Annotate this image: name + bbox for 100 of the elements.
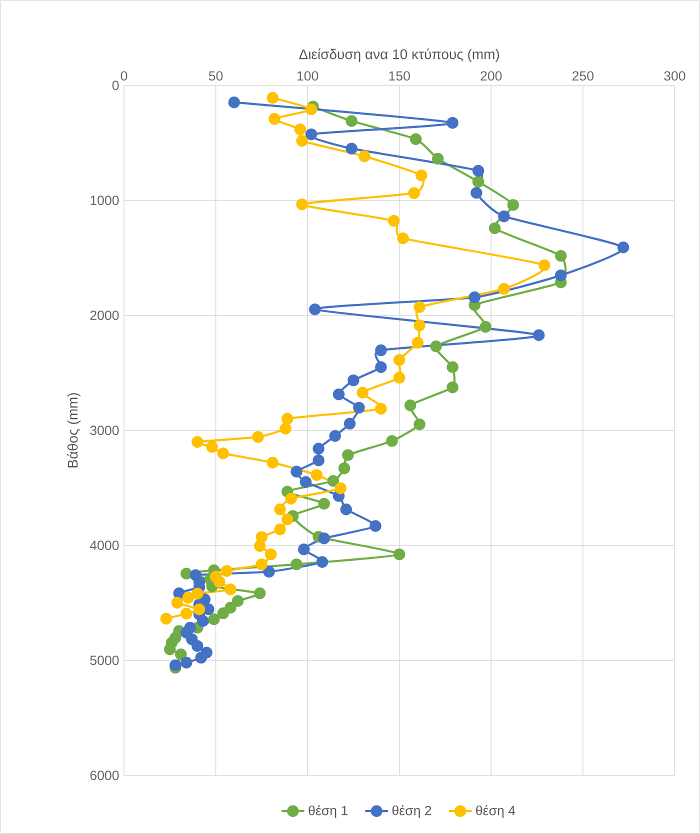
x-tick-label: 300 — [664, 71, 686, 81]
point — [338, 462, 350, 474]
point — [192, 588, 204, 600]
point — [164, 643, 176, 656]
point — [285, 492, 297, 505]
point — [446, 361, 458, 373]
y-tick-label: 2000 — [90, 310, 119, 320]
point — [414, 418, 426, 430]
x-tick-label: 100 — [297, 71, 318, 81]
y-tick-label: 6000 — [90, 770, 119, 780]
point — [432, 152, 444, 165]
point — [356, 386, 368, 398]
y-tick-label: 5000 — [90, 656, 119, 666]
point — [393, 372, 406, 384]
point — [312, 442, 324, 454]
point — [217, 607, 229, 620]
point — [430, 340, 442, 352]
point — [414, 301, 426, 313]
x-tick-label: 50 — [208, 71, 223, 81]
point — [346, 115, 358, 127]
point — [446, 116, 458, 129]
point — [393, 354, 406, 366]
point — [281, 513, 294, 526]
point — [470, 186, 482, 199]
point — [353, 402, 365, 414]
point — [296, 135, 308, 147]
point — [412, 336, 424, 349]
point — [472, 164, 484, 177]
point — [410, 133, 422, 146]
point — [193, 604, 206, 616]
point — [268, 113, 280, 125]
point — [208, 613, 220, 626]
point — [266, 92, 279, 104]
y-tick-label: 0 — [112, 80, 119, 90]
point — [252, 431, 264, 443]
point — [393, 548, 406, 560]
point — [232, 595, 244, 607]
point — [404, 400, 416, 412]
point — [180, 568, 192, 580]
x-tick-label: 150 — [389, 71, 410, 81]
point — [171, 596, 184, 609]
x-axis-title: Διείσδυση ανα 10 κτύπους (mm) — [299, 48, 500, 62]
point — [309, 303, 321, 316]
point — [280, 422, 292, 434]
point — [220, 565, 233, 577]
x-tick-label: 200 — [480, 71, 502, 81]
point — [532, 329, 545, 341]
point — [290, 466, 302, 478]
point — [316, 556, 328, 568]
point — [197, 615, 209, 627]
x-tick-label: 0 — [120, 71, 128, 81]
legend-label: θέση 4 — [476, 805, 516, 818]
point — [468, 291, 480, 304]
point — [263, 566, 275, 578]
point — [538, 259, 550, 272]
point — [554, 250, 567, 262]
y-tick-label: 4000 — [90, 540, 119, 550]
point — [408, 187, 420, 199]
point — [480, 320, 492, 333]
point — [274, 503, 286, 516]
point — [344, 418, 356, 430]
y-tick-label: 1000 — [90, 196, 119, 206]
point — [180, 608, 192, 620]
point — [305, 128, 318, 140]
point — [254, 587, 266, 600]
y-axis-title: Βάθος (mm) — [67, 393, 80, 468]
point — [375, 402, 387, 415]
point — [192, 436, 204, 448]
point — [414, 319, 426, 332]
point — [375, 361, 387, 373]
point — [264, 548, 277, 560]
point — [342, 449, 354, 461]
point — [175, 648, 187, 660]
point — [298, 544, 310, 556]
point — [182, 592, 194, 604]
point — [266, 456, 279, 469]
point — [195, 652, 207, 664]
point — [334, 482, 346, 494]
point — [348, 374, 360, 386]
point — [180, 656, 192, 669]
point — [318, 532, 330, 544]
point — [256, 531, 268, 543]
point — [224, 584, 236, 596]
point — [281, 412, 294, 425]
point — [346, 142, 358, 154]
point — [332, 388, 345, 400]
point — [617, 242, 630, 254]
point — [300, 476, 312, 488]
point — [397, 232, 409, 244]
point — [472, 176, 484, 188]
point — [217, 447, 229, 460]
point — [415, 170, 428, 182]
point — [170, 659, 182, 672]
point — [318, 498, 330, 510]
point — [340, 503, 352, 516]
point — [386, 435, 398, 447]
point — [296, 198, 308, 210]
point — [375, 344, 387, 356]
point — [224, 602, 236, 614]
x-tick-label: 250 — [572, 71, 594, 81]
